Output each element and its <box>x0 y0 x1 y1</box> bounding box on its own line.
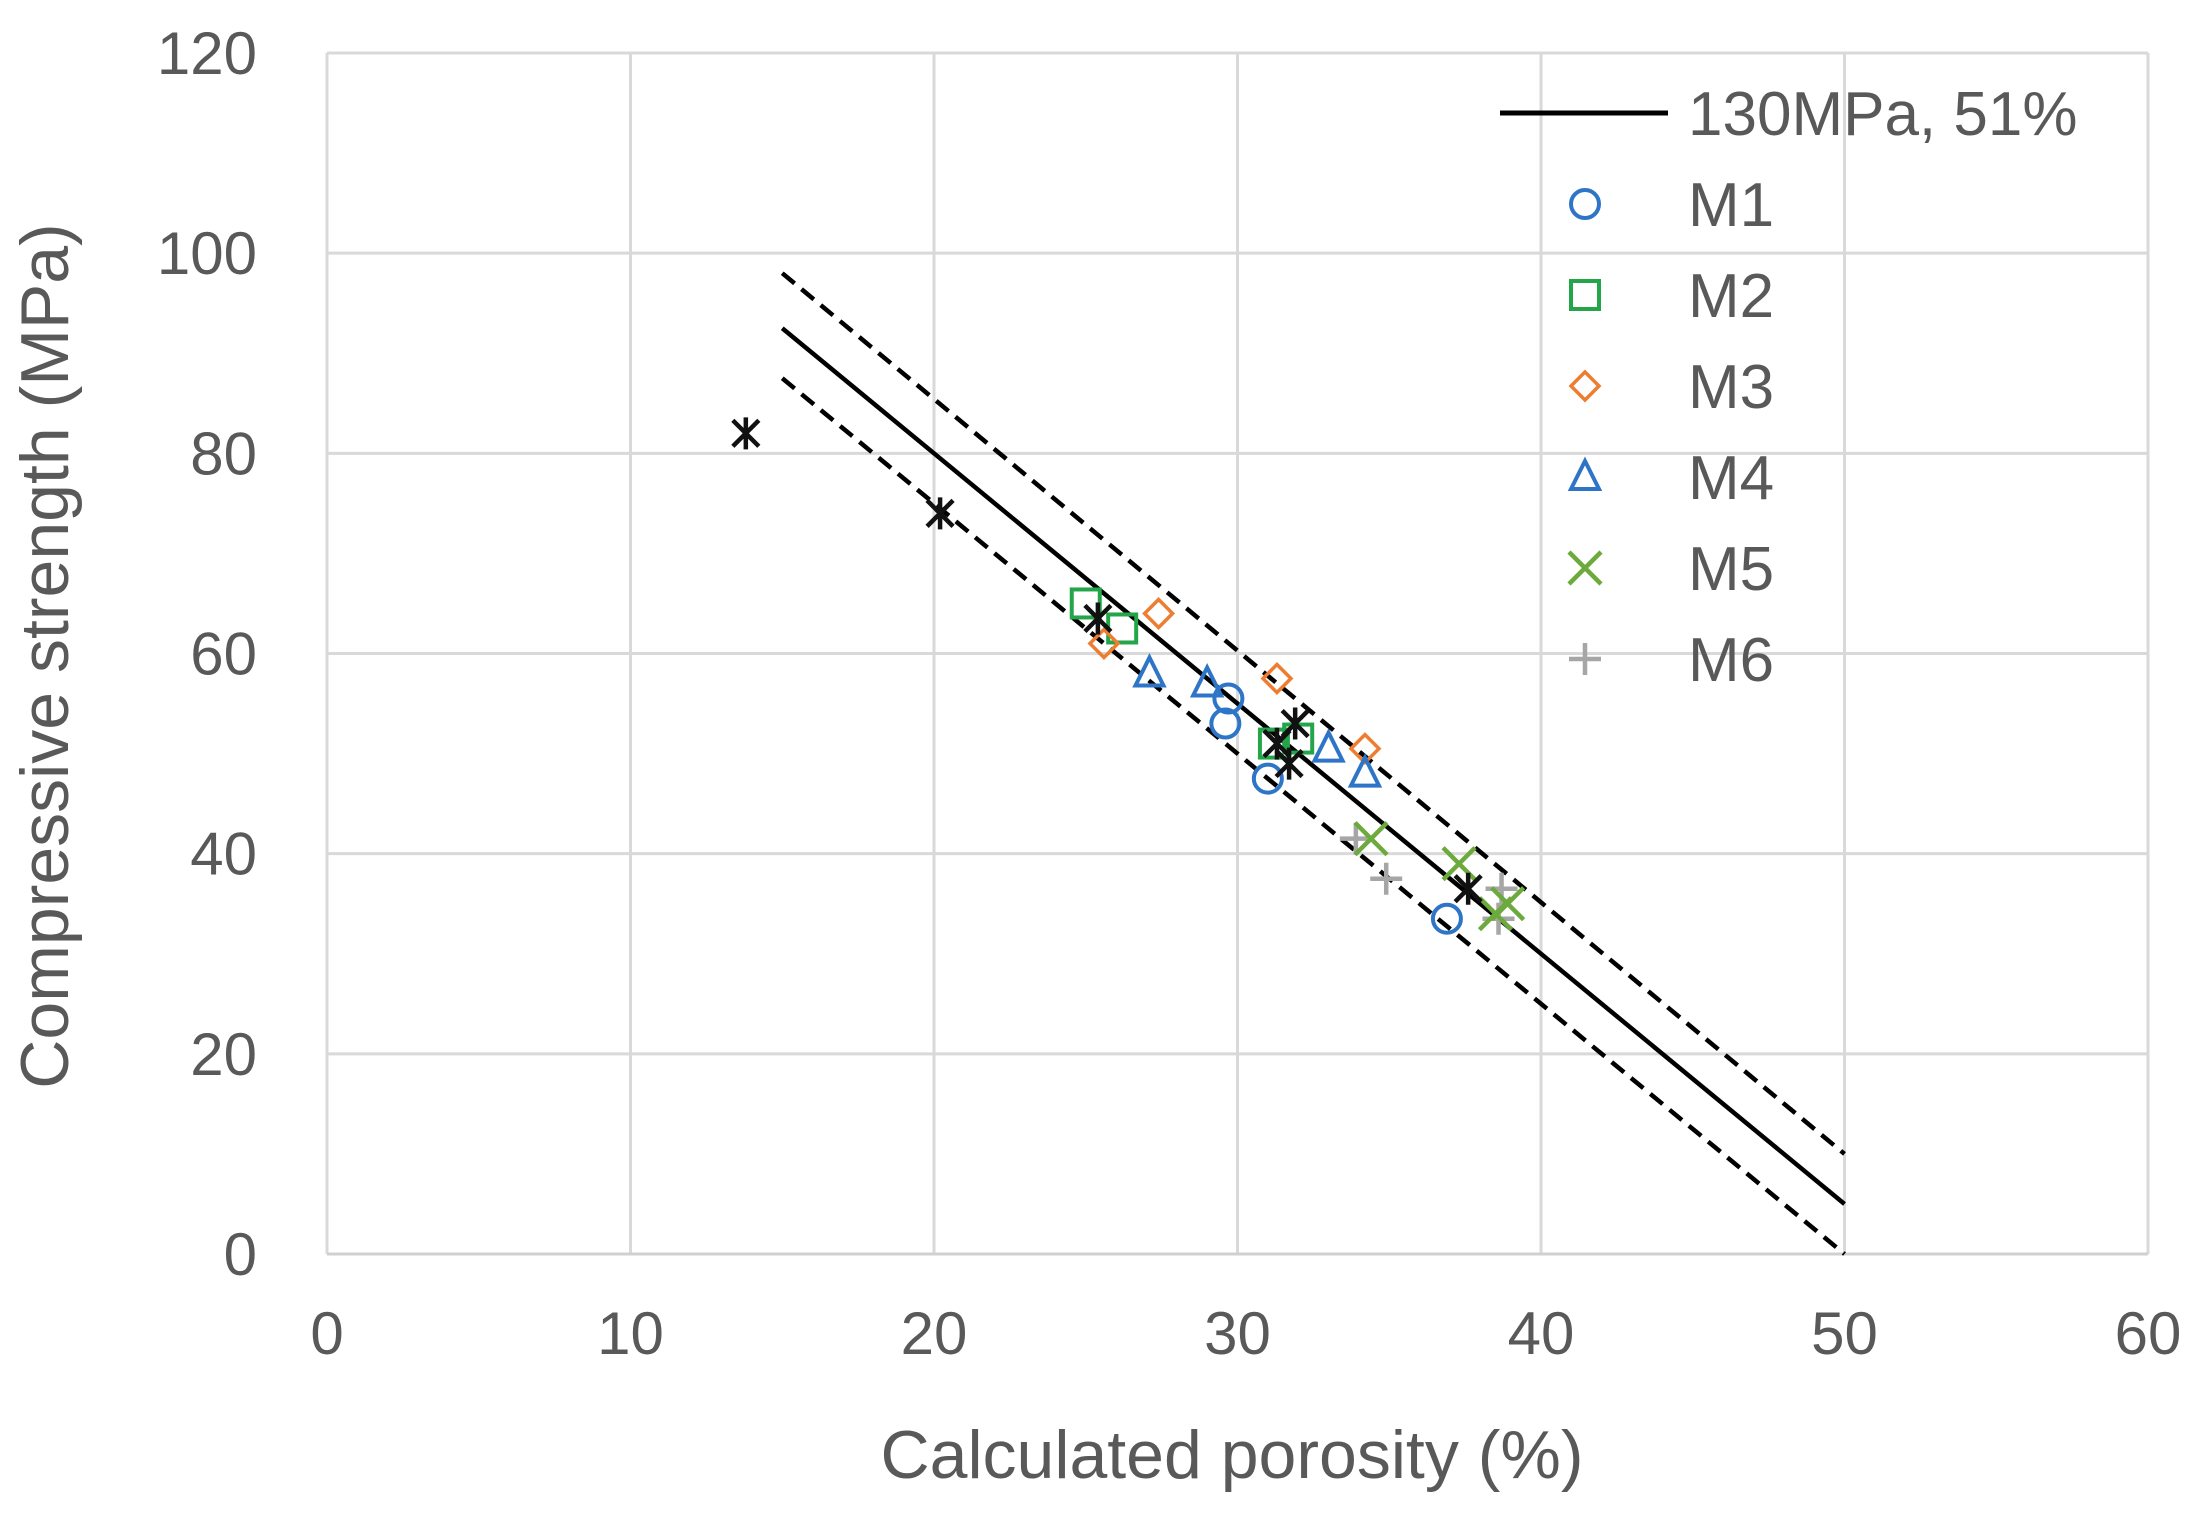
y-tick-label: 60 <box>190 621 257 688</box>
tick-labels: 0 10 20 30 40 50 60 0 20 40 60 80 100 120 <box>157 20 2181 1367</box>
m2-point <box>1257 727 1290 760</box>
m3-point <box>1260 662 1294 695</box>
m5-point <box>1353 821 1389 857</box>
legend-label-m4: M4 <box>1688 444 1774 513</box>
extra-point <box>1083 602 1113 635</box>
fit-line <box>780 326 1846 1206</box>
x-tick-label: 20 <box>901 1300 968 1367</box>
m4-point <box>1189 663 1225 698</box>
legend-marker-m3 <box>1568 369 1602 403</box>
x-tick-label: 10 <box>597 1300 664 1367</box>
legend-label-m3: M3 <box>1688 353 1774 422</box>
x-tick-label: 30 <box>1204 1300 1271 1367</box>
m4-point <box>1347 753 1383 788</box>
y-tick-label: 120 <box>157 20 257 87</box>
legend-label-m6: M6 <box>1688 626 1774 695</box>
m3-point <box>1087 627 1121 660</box>
legend-marker-m1 <box>1569 188 1601 220</box>
extra-point <box>731 417 761 450</box>
m5-point <box>1490 886 1526 922</box>
legend-label-m1: M1 <box>1688 171 1774 240</box>
y-tick-label: 40 <box>190 821 257 888</box>
m1-point <box>1212 682 1245 715</box>
legend-label-m2: M2 <box>1688 262 1774 331</box>
legend-marker-m5 <box>1567 550 1603 586</box>
y-axis-title: Compressive strength (MPa) <box>7 223 83 1088</box>
extra-point <box>1274 747 1304 780</box>
legend: 130MPa, 51% M1 M2 M3 M4 M5 M6 <box>1500 80 2077 695</box>
y-tick-label: 20 <box>190 1021 257 1088</box>
m1-point <box>1430 902 1463 935</box>
x-tick-label: 50 <box>1811 1300 1878 1367</box>
m4-point <box>1311 728 1346 763</box>
m1-point <box>1209 707 1242 740</box>
x-tick-label: 40 <box>1508 1300 1575 1367</box>
fit-lines <box>780 271 1846 1256</box>
m3-point <box>1348 732 1382 766</box>
bound-line-dashed <box>780 376 1846 1256</box>
bound-line-dashed <box>780 271 1846 1156</box>
y-tick-label: 100 <box>157 220 257 287</box>
x-tick-label: 60 <box>2115 1300 2182 1367</box>
m6-point <box>1370 862 1403 895</box>
x-tick-label: 0 <box>310 1300 343 1367</box>
y-tick-label: 80 <box>190 420 257 487</box>
legend-marker-m6 <box>1569 643 1601 675</box>
extra-point <box>925 497 955 530</box>
legend-label-fit: 130MPa, 51% <box>1688 80 2077 149</box>
legend-marker-m2 <box>1569 279 1601 311</box>
gridlines <box>325 51 2150 1256</box>
m1-point <box>1251 762 1284 795</box>
m4-point <box>1132 653 1167 688</box>
y-tick-label: 0 <box>224 1221 257 1288</box>
x-axis-title: Calculated porosity (%) <box>881 1417 1584 1493</box>
data-points <box>731 417 1526 935</box>
legend-marker-m4 <box>1567 456 1603 491</box>
m6-point <box>1339 822 1372 855</box>
legend-label-m5: M5 <box>1688 535 1774 604</box>
extra-point <box>1453 872 1483 905</box>
extra-point <box>1280 707 1310 740</box>
m3-point <box>1142 596 1176 630</box>
